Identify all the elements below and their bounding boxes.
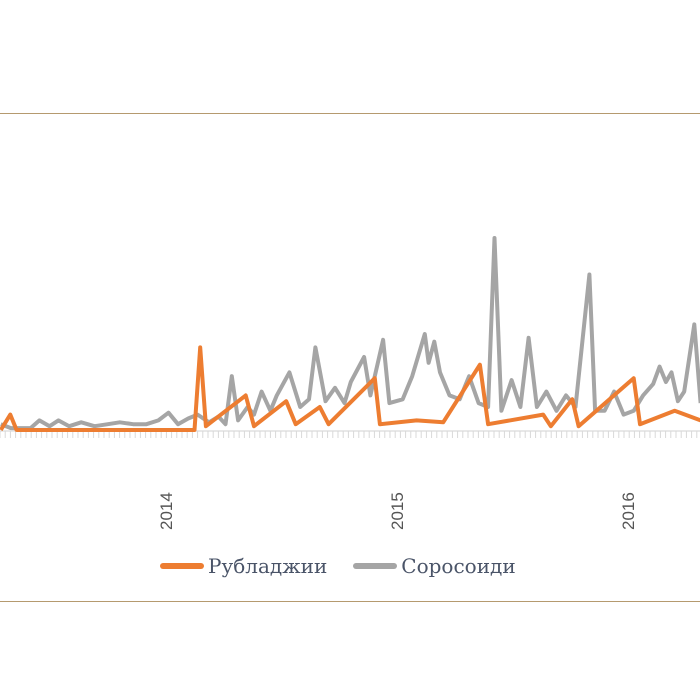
series-line-sorosoidi	[0, 236, 700, 431]
x-tick-label-2014: 2014	[157, 492, 176, 530]
legend-item-sorosoidi[interactable]: Соросоиди	[353, 554, 516, 578]
series-lines	[0, 236, 700, 432]
legend-label: Соросоиди	[401, 554, 516, 578]
series-line-rubladzhii	[0, 345, 700, 432]
legend-swatch-orange	[160, 563, 204, 569]
frame-top-rule	[0, 113, 700, 114]
legend-label: Рубладжии	[208, 554, 328, 578]
x-tick-label-2016: 2016	[619, 492, 638, 530]
legend-item-rubladzhii[interactable]: Рубладжии	[160, 554, 327, 578]
legend-swatch-gray	[353, 563, 398, 569]
x-tick-label-2015: 2015	[388, 492, 407, 530]
legend: Рубладжии Соросоиди	[160, 554, 542, 578]
x-axis-ticks	[0, 430, 700, 438]
frame-bottom-rule	[0, 601, 700, 602]
